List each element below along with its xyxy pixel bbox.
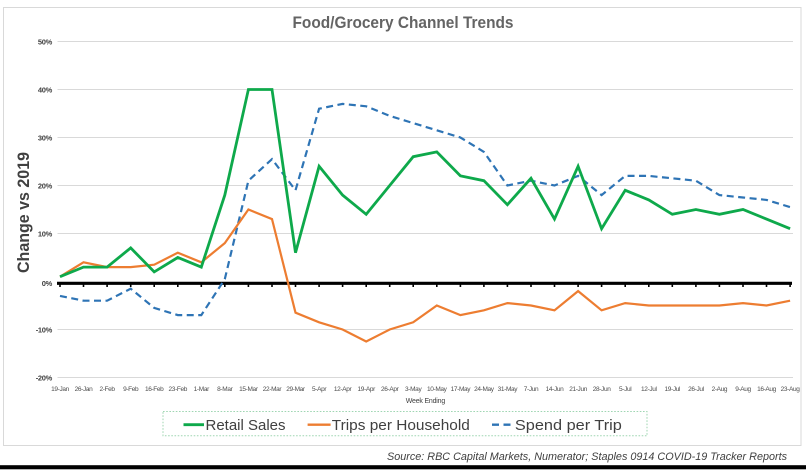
svg-text:19-Jul: 19-Jul [664, 386, 681, 393]
svg-text:Trips per Household: Trips per Household [332, 417, 470, 434]
svg-text:-10%: -10% [36, 326, 53, 335]
svg-text:2-Feb: 2-Feb [99, 386, 115, 393]
svg-text:14-Jun: 14-Jun [546, 386, 565, 393]
svg-text:12-Jul: 12-Jul [641, 386, 658, 393]
svg-text:50%: 50% [38, 38, 53, 47]
svg-text:Retail Sales: Retail Sales [206, 417, 286, 434]
svg-text:16-Feb: 16-Feb [145, 386, 164, 393]
svg-text:30%: 30% [38, 134, 53, 143]
svg-text:28-Jun: 28-Jun [593, 386, 612, 393]
svg-text:Source: RBC Capital Markets, N: Source: RBC Capital Markets, Numerator; … [387, 451, 787, 463]
svg-text:-20%: -20% [36, 374, 53, 383]
svg-text:9-Aug: 9-Aug [735, 386, 751, 393]
svg-text:8-Mar: 8-Mar [217, 386, 233, 393]
svg-text:10%: 10% [38, 230, 53, 239]
svg-text:26-Jul: 26-Jul [688, 386, 705, 393]
svg-text:26-Jan: 26-Jan [75, 386, 94, 393]
svg-text:40%: 40% [38, 86, 53, 95]
svg-text:3-May: 3-May [405, 386, 422, 393]
svg-text:23-Aug: 23-Aug [781, 386, 801, 393]
svg-text:Change vs 2019: Change vs 2019 [14, 152, 33, 273]
svg-text:29-Mar: 29-Mar [286, 386, 306, 393]
svg-text:1-Mar: 1-Mar [194, 386, 210, 393]
svg-text:16-Aug: 16-Aug [757, 386, 777, 393]
svg-text:7-Jun: 7-Jun [524, 386, 539, 393]
svg-text:19-Apr: 19-Apr [357, 386, 376, 393]
svg-text:31-May: 31-May [498, 386, 519, 393]
svg-text:22-Mar: 22-Mar [263, 386, 283, 393]
svg-text:17-May: 17-May [451, 386, 472, 393]
svg-text:26-Apr: 26-Apr [381, 386, 400, 393]
svg-text:5-Apr: 5-Apr [312, 386, 327, 393]
svg-text:0%: 0% [42, 279, 53, 288]
svg-text:Spend per Trip: Spend per Trip [515, 417, 622, 434]
svg-text:Week Ending: Week Ending [406, 398, 446, 405]
svg-text:24-May: 24-May [474, 386, 495, 393]
svg-text:Food/Grocery Channel Trends: Food/Grocery Channel Trends [293, 14, 514, 32]
svg-text:19-Jan: 19-Jan [51, 386, 70, 393]
svg-text:15-Mar: 15-Mar [239, 386, 259, 393]
svg-text:9-Feb: 9-Feb [123, 386, 139, 393]
svg-text:2-Aug: 2-Aug [712, 386, 728, 393]
svg-text:21-Jun: 21-Jun [569, 386, 588, 393]
svg-text:10-May: 10-May [427, 386, 448, 393]
svg-text:12-Apr: 12-Apr [334, 386, 353, 393]
svg-text:5-Jul: 5-Jul [619, 386, 632, 393]
svg-text:20%: 20% [38, 182, 53, 191]
svg-text:23-Feb: 23-Feb [169, 386, 188, 393]
